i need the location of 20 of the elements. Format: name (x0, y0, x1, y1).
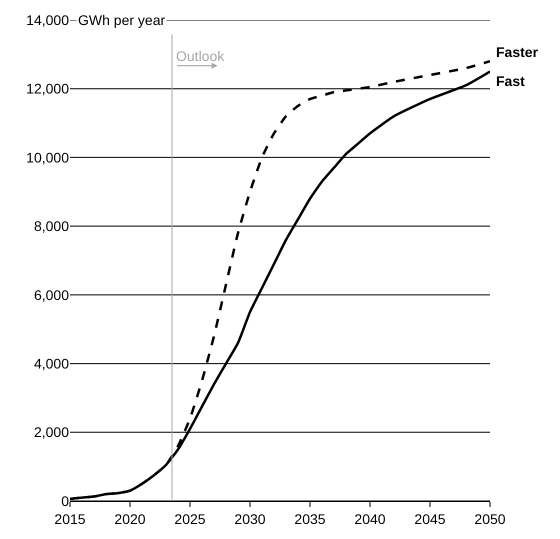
x-tick-label: 2015 (54, 510, 86, 527)
x-tick-label: 2020 (114, 510, 146, 527)
x-tick-label: 2025 (174, 510, 206, 527)
y-tick-label: 12,000 (26, 80, 70, 97)
x-tick-label: 2040 (354, 510, 386, 527)
y-tick-label: 8,000 (34, 218, 70, 234)
x-tick-label: 2035 (294, 510, 326, 527)
x-tick-label: 2030 (234, 510, 266, 527)
x-tick-label: 2050 (474, 510, 506, 527)
y-axis-title: GWh per year (78, 12, 166, 28)
y-tick-label: 14,000 (26, 12, 70, 28)
y-tick-label: 0 (61, 492, 70, 509)
y-tick-label: 6,000 (34, 286, 70, 303)
y-tick-label: 10,000 (26, 149, 70, 166)
series-label: Faster (496, 44, 539, 60)
y-tick-label: 4,000 (34, 355, 70, 372)
series-label: Fast (496, 73, 526, 89)
x-tick-label: 2045 (414, 510, 446, 527)
ref-line-label: Outlook (176, 48, 226, 64)
y-tick-label: 2,000 (34, 424, 70, 440)
